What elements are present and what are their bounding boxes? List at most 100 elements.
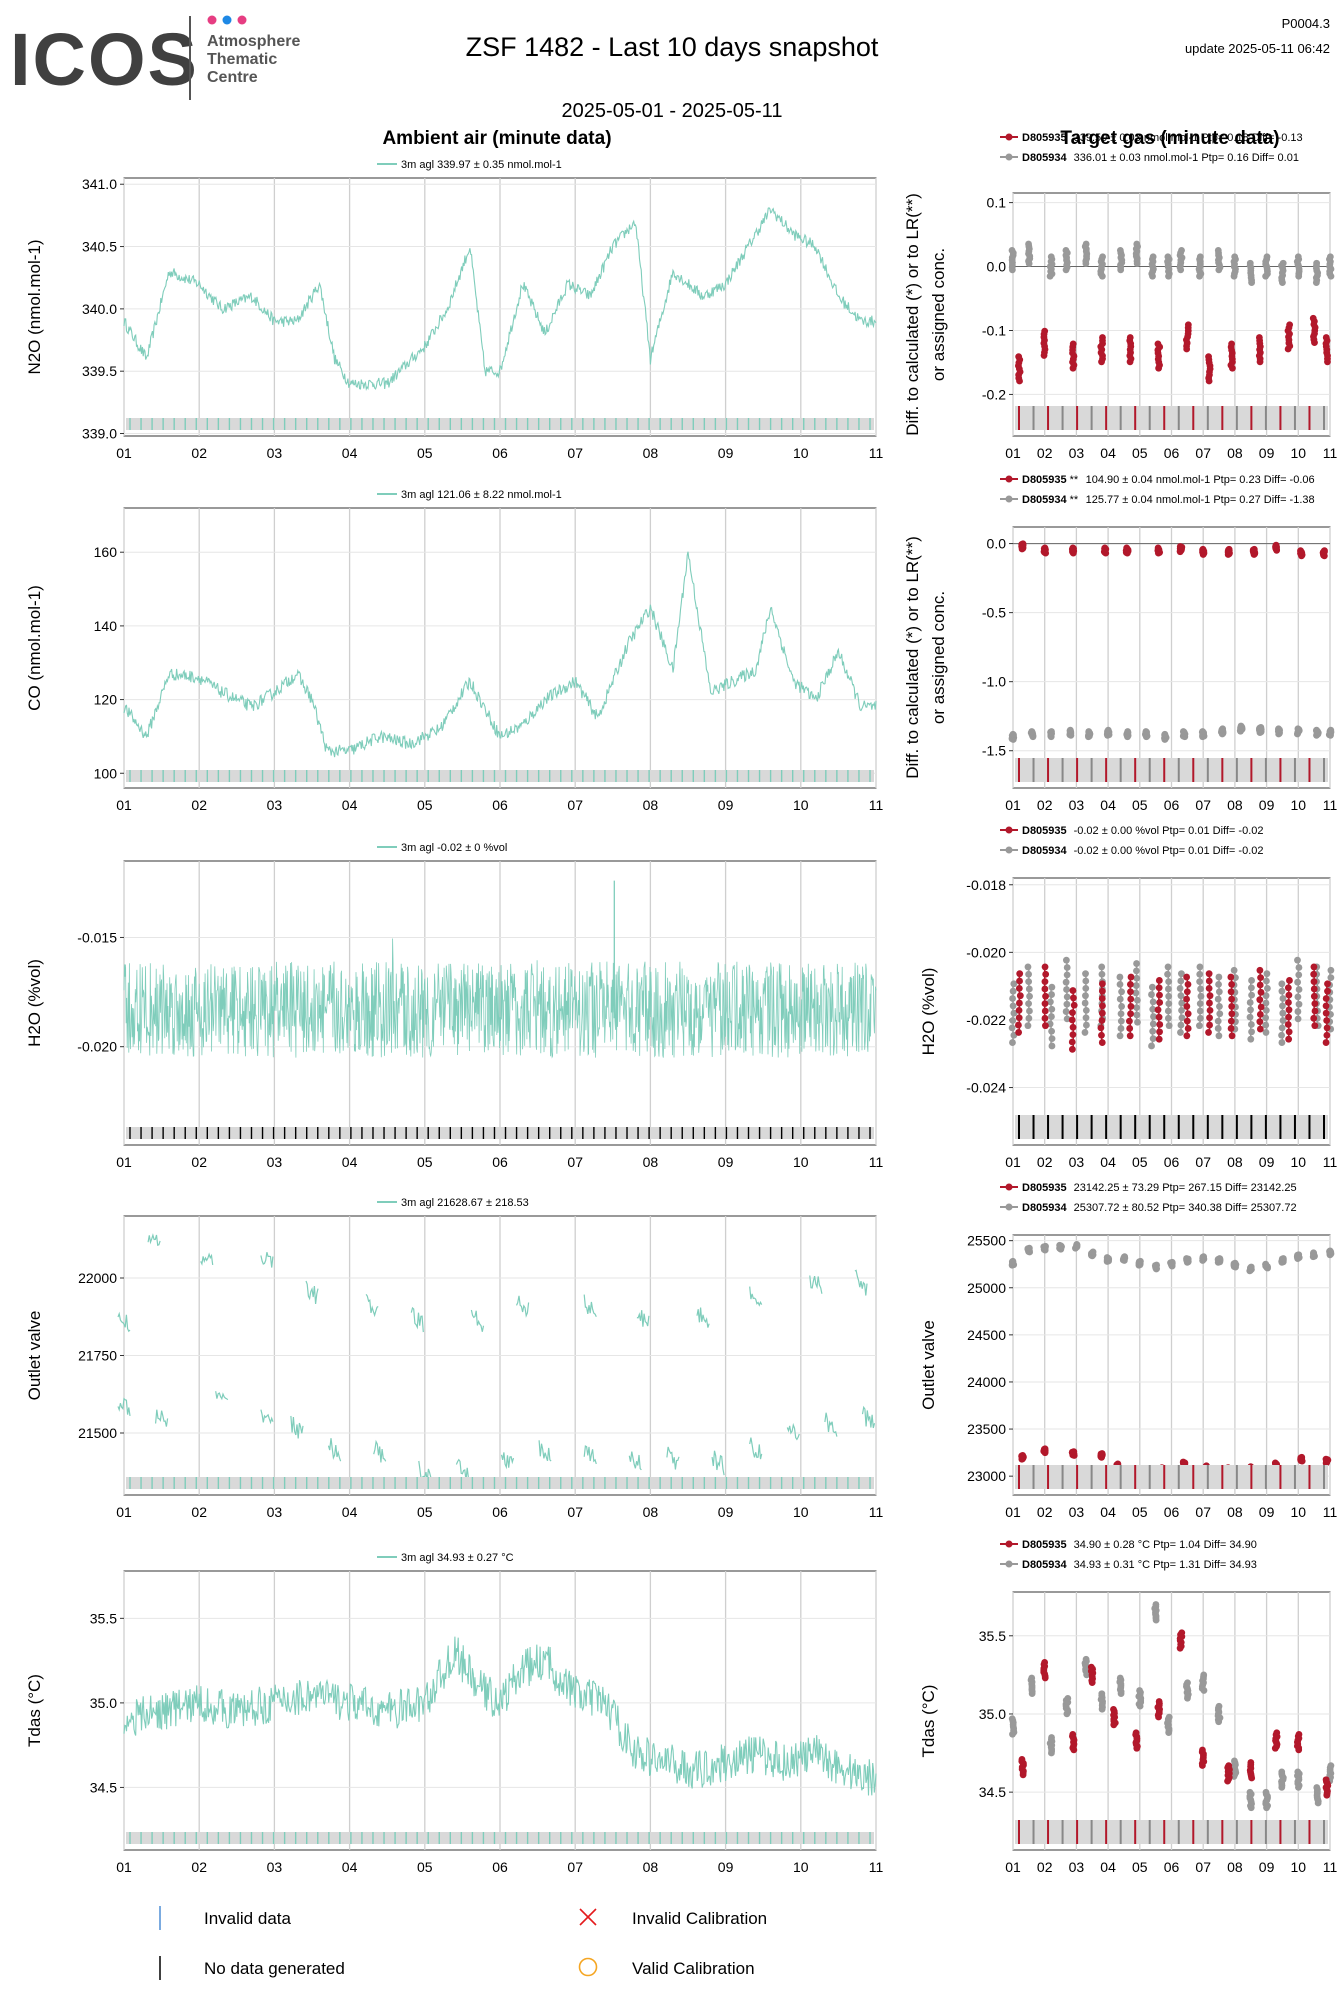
- outlet-valve-segment: [455, 1458, 469, 1481]
- target-point: [1256, 1010, 1264, 1018]
- y-tick-label: -0.020: [966, 944, 1006, 960]
- x-tick-label: 05: [417, 1859, 433, 1875]
- target-point: [1099, 334, 1106, 341]
- target-point: [1231, 1757, 1238, 1765]
- target-point: [1124, 728, 1132, 735]
- target-legend-note: **: [1070, 474, 1079, 486]
- target-point: [1132, 982, 1140, 989]
- legend-no-data: No data generated: [204, 1959, 345, 1978]
- target-point: [1309, 314, 1317, 322]
- target-point: [1228, 995, 1236, 1003]
- y-tick-label: -0.024: [966, 1080, 1006, 1096]
- target-point: [1164, 963, 1172, 971]
- y-tick-label: 120: [94, 692, 118, 708]
- R-panel-4: 01 02 03 04 05 06 07 08 09 10 11 34.5 35.0 35.5 Tdas (…: [919, 1539, 1337, 1875]
- x-tick-label: 09: [1259, 1504, 1275, 1520]
- target-point: [1009, 995, 1016, 1002]
- x-tick-label: 11: [869, 1154, 884, 1170]
- target-point: [1048, 983, 1056, 991]
- target-point: [1227, 1025, 1235, 1032]
- x-tick-label: 08: [643, 797, 659, 813]
- x-tick-label: 10: [793, 1504, 809, 1520]
- target-point: [1099, 1002, 1106, 1010]
- target-point: [1016, 977, 1023, 985]
- target-point: [1216, 1010, 1224, 1018]
- target-point: [1310, 1014, 1318, 1022]
- y-tick-label: 341.0: [82, 176, 117, 192]
- target-point: [1154, 340, 1162, 348]
- target-point: [1117, 1025, 1125, 1032]
- target-point: [1196, 253, 1204, 261]
- target-point: [1097, 1024, 1105, 1032]
- y-tick-label: -0.018: [966, 877, 1006, 893]
- x-tick-label: 08: [643, 1859, 659, 1875]
- target-point: [1098, 987, 1106, 995]
- target-point: [1068, 1045, 1076, 1053]
- target-point: [1295, 971, 1303, 979]
- y-tick-label: 24500: [967, 1327, 1006, 1343]
- x-tick-label: 01: [116, 1154, 132, 1170]
- status-band: [126, 1477, 874, 1489]
- target-point: [1200, 1253, 1208, 1261]
- y-tick-label: 0.0: [987, 536, 1007, 552]
- target-legend-stats: 336.01 ± 0.03 nmol.mol-1 Ptp= 0.16 Diff=…: [1074, 152, 1299, 164]
- status-band: [126, 1127, 874, 1139]
- x-tick-label: 10: [793, 797, 809, 813]
- target-point: [1324, 980, 1331, 988]
- h2o-series-line: [123, 938, 877, 1059]
- target-point: [1322, 1455, 1330, 1463]
- target-point: [1279, 1009, 1287, 1017]
- target-point: [1063, 1015, 1071, 1023]
- legend-invalid-calibration: Invalid Calibration: [632, 1909, 767, 1928]
- target-point: [1310, 1249, 1317, 1257]
- y-tick-label: 100: [94, 765, 118, 781]
- target-point: [1066, 726, 1074, 734]
- target-point: [1134, 1018, 1141, 1026]
- target-point: [1019, 540, 1027, 548]
- target-point: [1028, 728, 1036, 735]
- x-tick-label: 11: [1323, 1154, 1338, 1170]
- target-point: [1083, 1021, 1090, 1029]
- target-point: [1199, 545, 1207, 553]
- target-point: [1230, 966, 1238, 974]
- target-point: [1278, 1024, 1286, 1032]
- target-legend-dot: [1005, 153, 1013, 161]
- outlet-valve-segment: [365, 1293, 379, 1318]
- target-point: [1183, 995, 1190, 1003]
- y-axis-label: Outlet valve: [25, 1311, 44, 1401]
- target-point: [1284, 984, 1292, 992]
- outlet-valve-segment: [410, 1306, 424, 1333]
- target-point: [1298, 1453, 1306, 1461]
- y-tick-label: 340.5: [82, 239, 117, 255]
- target-point: [1200, 1671, 1208, 1679]
- target-point: [1082, 1655, 1090, 1663]
- target-point: [1255, 334, 1263, 341]
- icos-logo: ICOS Atmosphere Thematic Centre: [10, 15, 300, 101]
- target-point: [1041, 1445, 1049, 1453]
- target-legend-name: D805934: [1022, 1202, 1068, 1214]
- target-point: [1264, 984, 1271, 992]
- y-tick-label: 34.5: [979, 1784, 1006, 1800]
- target-point: [1294, 1015, 1302, 1023]
- y-axis-label: or assigned conc.: [929, 591, 948, 724]
- target-point: [1155, 1698, 1163, 1705]
- x-tick-label: 06: [492, 1154, 508, 1170]
- target-point: [1098, 1039, 1106, 1046]
- target-point: [1183, 988, 1191, 996]
- x-tick-label: 09: [718, 1154, 734, 1170]
- target-point: [1133, 1004, 1141, 1011]
- target-point: [1156, 1028, 1163, 1036]
- target-point: [1082, 992, 1089, 1000]
- target-point: [1133, 974, 1141, 982]
- target-point: [1081, 999, 1089, 1007]
- target-point: [1206, 1014, 1213, 1022]
- target-point: [1322, 1776, 1330, 1784]
- x-tick-label: 03: [267, 1859, 283, 1875]
- target-point: [1116, 247, 1124, 254]
- target-point: [1278, 1768, 1286, 1776]
- target-point: [1225, 545, 1233, 553]
- target-point: [1206, 1006, 1214, 1014]
- target-legend-dot: [1005, 475, 1013, 483]
- target-point: [1069, 987, 1077, 994]
- target-point: [1262, 1788, 1270, 1796]
